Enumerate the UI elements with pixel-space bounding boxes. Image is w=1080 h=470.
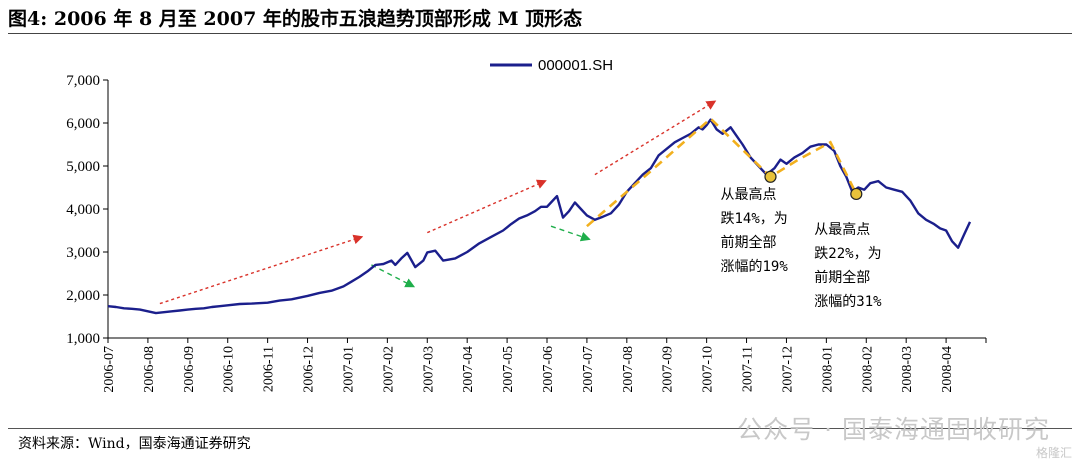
annotation-text: 涨幅的19% bbox=[720, 259, 788, 275]
red-trend-arrow bbox=[426, 179, 547, 234]
x-tick-label: 2008-02 bbox=[860, 346, 875, 393]
y-tick-label: 5,000 bbox=[66, 159, 100, 175]
annotation-text: 涨幅的31% bbox=[814, 294, 882, 310]
x-tick-label: 2007-04 bbox=[461, 346, 476, 393]
series-line-000001-sh bbox=[107, 118, 972, 315]
x-tick-label: 2006-08 bbox=[142, 346, 157, 393]
watermark: 公众号 · 国泰海通固收研究 bbox=[737, 415, 1050, 444]
annotation-text: 从最高点 bbox=[720, 186, 776, 203]
red-trend-arrow bbox=[594, 100, 717, 176]
green-trend-arrow bbox=[550, 225, 591, 242]
series-layer bbox=[107, 118, 972, 315]
annotation-text: 跌14%，为 bbox=[720, 211, 787, 227]
y-tick-label: 3,000 bbox=[66, 245, 100, 261]
x-tick-label: 2007-10 bbox=[701, 346, 716, 393]
y-tick-label: 1,000 bbox=[66, 331, 100, 347]
legend: 000001.SH bbox=[490, 57, 613, 74]
x-tick-label: 2006-07 bbox=[102, 346, 117, 393]
x-tick-label: 2008-04 bbox=[940, 346, 955, 393]
source-note: 资料来源：Wind，国泰海通证券研究 bbox=[18, 436, 251, 452]
legend-label: 000001.SH bbox=[538, 57, 613, 74]
x-tick-label: 2007-09 bbox=[661, 346, 676, 393]
figure-title: 图4: 2006 年 8 月至 2007 年的股市五浪趋势顶部形成 M 顶形态 bbox=[8, 8, 583, 30]
y-tick-label: 4,000 bbox=[66, 202, 100, 218]
x-tick-label: 2007-07 bbox=[581, 346, 596, 393]
y-tick-label: 2,000 bbox=[66, 288, 100, 304]
x-tick-label: 2006-09 bbox=[182, 346, 197, 393]
y-tick-label: 6,000 bbox=[66, 116, 100, 132]
x-tick-label: 2008-03 bbox=[900, 346, 915, 393]
y-tick-label: 7,000 bbox=[66, 73, 100, 89]
x-tick-label: 2007-02 bbox=[381, 346, 396, 393]
annotation-text: 跌22%，为 bbox=[814, 246, 881, 262]
x-tick-label: 2007-03 bbox=[421, 346, 436, 393]
annotation-text: 从最高点 bbox=[814, 221, 870, 238]
watermark-logo: 格隆汇 bbox=[1035, 446, 1072, 460]
x-tick-label: 2007-05 bbox=[501, 346, 516, 393]
annotation-marker bbox=[764, 170, 777, 183]
x-tick-label: 2006-11 bbox=[262, 346, 277, 392]
x-tick-label: 2008-01 bbox=[820, 346, 835, 393]
green-trend-arrow bbox=[371, 264, 416, 288]
red-trend-arrow bbox=[159, 234, 364, 305]
x-tick-label: 2007-08 bbox=[621, 346, 636, 393]
y-axis-ticks: 1,000 2,000 3,000 4,000 5,000 6,000 7,000 bbox=[66, 73, 108, 347]
x-tick-label: 2007-01 bbox=[341, 346, 356, 393]
x-axis-ticks: 2006-07 2006-08 2006-09 2006-10 2006-11 2006-… bbox=[102, 338, 987, 393]
annotation-text: 前期全部 bbox=[814, 269, 870, 286]
footer-rule bbox=[8, 428, 1072, 429]
title-rule bbox=[8, 33, 1072, 34]
annotation-text: 前期全部 bbox=[720, 234, 776, 251]
x-tick-label: 2006-12 bbox=[302, 346, 317, 393]
trend-arrows bbox=[159, 100, 717, 305]
x-tick-label: 2006-10 bbox=[222, 346, 237, 393]
x-tick-label: 2007-11 bbox=[741, 346, 756, 392]
x-tick-label: 2007-06 bbox=[541, 346, 556, 393]
annotation-marker bbox=[850, 187, 863, 201]
x-tick-label: 2007-12 bbox=[780, 346, 795, 393]
